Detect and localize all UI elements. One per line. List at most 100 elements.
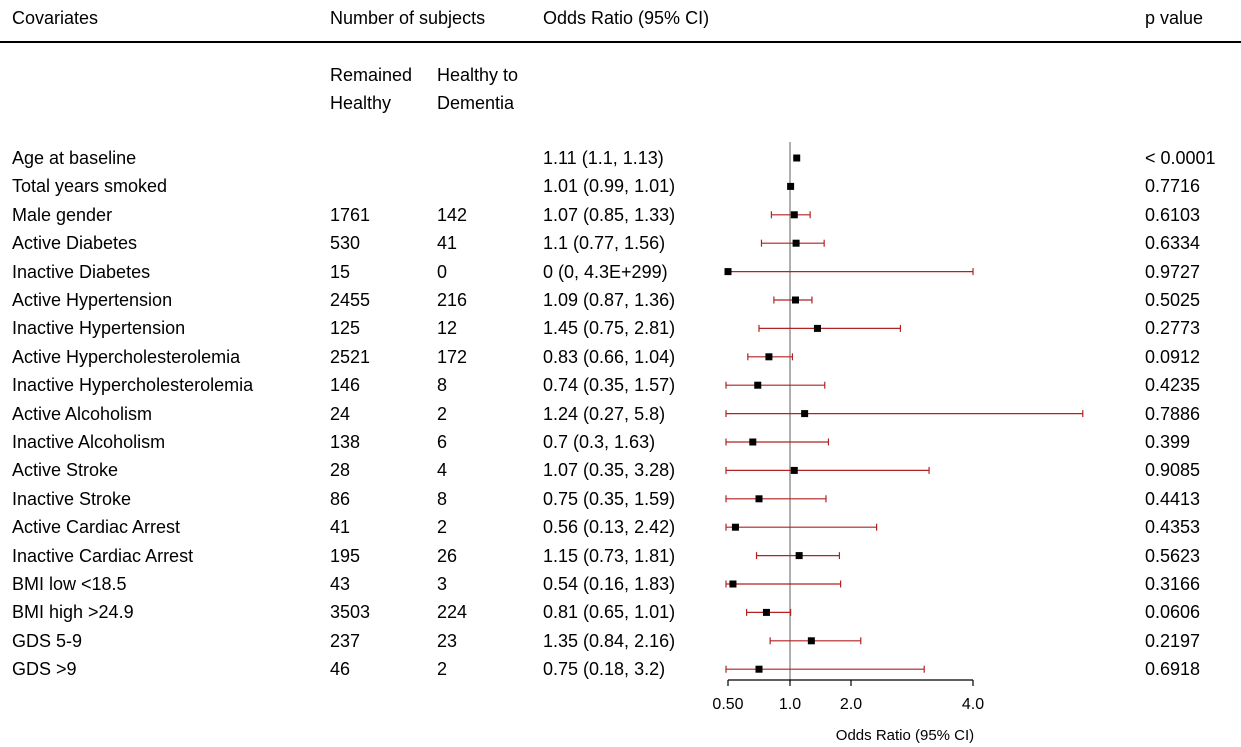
healthy-to-dementia-count: 8	[437, 375, 448, 396]
remained-healthy-count: 125	[330, 318, 361, 339]
odds-ratio-ci-text: 0.56 (0.13, 2.42)	[543, 517, 676, 538]
covariate-label: Active Stroke	[12, 460, 119, 481]
remained-healthy-count: 41	[330, 517, 351, 538]
odds-ratio-point	[724, 268, 732, 276]
header-divider	[0, 41, 1241, 43]
odds-ratio-point	[787, 182, 795, 190]
odds-ratio-point	[755, 665, 763, 673]
covariate-label: Inactive Diabetes	[12, 261, 151, 282]
remained-healthy-count: 28	[330, 460, 351, 481]
covariate-label: Inactive Alcoholism	[12, 432, 166, 452]
remained-healthy-count: 1761	[330, 204, 371, 225]
odds-ratio-ci-text: 1.1 (0.77, 1.56)	[543, 233, 666, 254]
subheader-dementia-line2: Dementia	[437, 93, 515, 113]
remained-healthy-count: 24	[330, 403, 351, 424]
healthy-to-dementia-count: 0	[437, 261, 448, 282]
remained-healthy-count: 146	[330, 375, 361, 396]
odds-ratio-point	[795, 552, 803, 560]
covariate-label: GDS >9	[12, 659, 77, 680]
healthy-to-dementia-count: 172	[437, 346, 468, 367]
covariate-label: Inactive Stroke	[12, 488, 132, 509]
subheader-remained-line2: Healthy	[330, 93, 392, 113]
p-value: < 0.0001	[1145, 148, 1216, 168]
odds-ratio-ci-text: 0.81 (0.65, 1.01)	[543, 602, 676, 623]
x-tick-label: 4.0	[962, 696, 984, 713]
healthy-to-dementia-count: 12	[437, 318, 458, 339]
odds-ratio-point	[793, 154, 801, 162]
odds-ratio-point	[731, 523, 739, 531]
remained-healthy-count: 15	[330, 261, 351, 282]
x-axis-title: Odds Ratio (95% CI)	[836, 727, 974, 744]
p-value: 0.6334	[1145, 233, 1201, 254]
odds-ratio-point	[790, 211, 798, 219]
subheader-dementia-line1: Healthy to	[437, 65, 519, 85]
healthy-to-dementia-count: 3	[437, 574, 448, 594]
covariate-label: Inactive Hypercholesterolemia	[12, 375, 254, 396]
header-p-value: p value	[1145, 8, 1204, 28]
p-value: 0.4413	[1145, 488, 1201, 509]
p-value: 0.2773	[1145, 318, 1201, 339]
healthy-to-dementia-count: 8	[437, 488, 448, 509]
odds-ratio-ci-text: 0.83 (0.66, 1.04)	[543, 346, 676, 367]
remained-healthy-count: 2455	[330, 290, 371, 310]
remained-healthy-count: 195	[330, 545, 361, 566]
p-value: 0.6103	[1145, 204, 1201, 225]
healthy-to-dementia-count: 6	[437, 432, 448, 452]
p-value: 0.0606	[1145, 602, 1201, 623]
odds-ratio-ci-text: 1.24 (0.27, 5.8)	[543, 403, 666, 424]
covariate-label: Total years smoked	[12, 176, 168, 197]
odds-ratio-point	[755, 495, 763, 503]
covariate-label: Active Hypertension	[12, 290, 173, 310]
remained-healthy-count: 530	[330, 233, 361, 254]
p-value: 0.9727	[1145, 261, 1201, 282]
odds-ratio-ci-text: 1.35 (0.84, 2.16)	[543, 630, 676, 651]
odds-ratio-ci-text: 0.75 (0.18, 3.2)	[543, 659, 666, 680]
subheader-remained-line1: Remained	[330, 65, 413, 85]
odds-ratio-point	[762, 608, 770, 616]
odds-ratio-ci-text: 1.01 (0.99, 1.01)	[543, 176, 676, 197]
covariate-label: BMI high >24.9	[12, 602, 134, 623]
p-value: 0.5025	[1145, 290, 1201, 310]
x-tick-label: 1.0	[779, 696, 801, 713]
remained-healthy-count: 138	[330, 432, 361, 452]
header-number-of-subjects: Number of subjects	[330, 8, 486, 28]
header-covariates: Covariates	[12, 8, 99, 28]
header-odds-ratio: Odds Ratio (95% CI)	[543, 8, 710, 28]
odds-ratio-point	[807, 637, 815, 645]
odds-ratio-ci-text: 1.15 (0.73, 1.81)	[543, 545, 676, 566]
covariate-label: Active Diabetes	[12, 233, 138, 254]
covariate-label: Active Hypercholesterolemia	[12, 346, 241, 367]
odds-ratio-point	[749, 438, 757, 446]
odds-ratio-point	[729, 580, 737, 588]
p-value: 0.0912	[1145, 346, 1201, 367]
healthy-to-dementia-count: 216	[437, 290, 468, 310]
remained-healthy-count: 3503	[330, 602, 371, 623]
odds-ratio-point	[754, 381, 762, 389]
covariate-label: BMI low <18.5	[12, 574, 127, 594]
odds-ratio-ci-text: 0 (0, 4.3E+299)	[543, 261, 668, 282]
odds-ratio-ci-text: 1.11 (1.1, 1.13)	[543, 148, 664, 168]
odds-ratio-ci-text: 1.09 (0.87, 1.36)	[543, 290, 676, 310]
remained-healthy-count: 43	[330, 574, 351, 594]
odds-ratio-ci-text: 0.54 (0.16, 1.83)	[543, 574, 676, 594]
covariate-label: Age at baseline	[12, 148, 137, 168]
odds-ratio-point	[801, 410, 809, 418]
healthy-to-dementia-count: 224	[437, 602, 468, 623]
odds-ratio-point	[792, 239, 800, 247]
covariate-label: Active Alcoholism	[12, 403, 153, 424]
healthy-to-dementia-count: 41	[437, 233, 458, 254]
odds-ratio-point	[791, 296, 799, 304]
covariate-label: Inactive Hypertension	[12, 318, 186, 339]
odds-ratio-point	[813, 324, 821, 332]
odds-ratio-point	[765, 353, 773, 361]
healthy-to-dementia-count: 23	[437, 630, 458, 651]
healthy-to-dementia-count: 142	[437, 204, 468, 225]
covariate-label: Active Cardiac Arrest	[12, 517, 181, 538]
p-value: 0.5623	[1145, 545, 1201, 566]
p-value: 0.6918	[1145, 659, 1201, 680]
covariate-label: Inactive Cardiac Arrest	[12, 545, 194, 566]
remained-healthy-count: 2521	[330, 346, 371, 367]
remained-healthy-count: 46	[330, 659, 351, 680]
p-value: 0.4353	[1145, 517, 1201, 538]
healthy-to-dementia-count: 26	[437, 545, 458, 566]
